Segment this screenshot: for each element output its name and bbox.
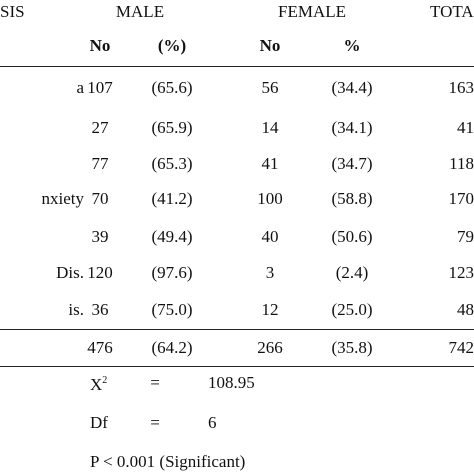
- cell: (34.4): [331, 78, 373, 97]
- row-label: nxiety: [41, 189, 85, 208]
- stat-line: P < 0.001 (Significant): [90, 452, 246, 471]
- cell: (50.6): [331, 227, 373, 246]
- cell: 100: [257, 189, 283, 208]
- cell: (2.4): [335, 263, 369, 282]
- cell: (35.8): [331, 338, 373, 357]
- subheader-cell: No: [259, 36, 281, 55]
- cell: (65.9): [151, 118, 193, 137]
- superscript: 2: [102, 375, 108, 387]
- rule: [0, 66, 474, 67]
- cell: (34.7): [331, 154, 373, 173]
- cell: (97.6): [151, 263, 193, 282]
- cell: 170: [448, 189, 474, 208]
- row-label: Dis.: [56, 263, 84, 282]
- subheader-cell: (%): [157, 36, 187, 55]
- cell: 79: [457, 227, 474, 246]
- row-label: is.: [68, 300, 84, 319]
- row-label: a: [76, 78, 84, 97]
- header-cell: TOTA: [430, 2, 474, 21]
- cell: (49.4): [151, 227, 193, 246]
- cell: (75.0): [151, 300, 193, 319]
- cell: 120: [87, 263, 113, 282]
- cell: 107: [87, 78, 113, 97]
- cell: 123: [448, 263, 474, 282]
- cell: (25.0): [331, 300, 373, 319]
- cell: 39: [91, 227, 109, 246]
- cell: (34.1): [331, 118, 373, 137]
- cell: (65.3): [151, 154, 193, 173]
- subheader-cell: %: [343, 36, 361, 55]
- stat-value: 6: [208, 413, 217, 432]
- cell: 41: [261, 154, 279, 173]
- cell: 476: [87, 338, 113, 357]
- header-cell: FEMALE: [278, 2, 346, 21]
- cell: 14: [261, 118, 279, 137]
- cell: 77: [91, 154, 109, 173]
- cell: 56: [261, 78, 279, 97]
- header-cell: MALE: [115, 2, 165, 21]
- cell: 70: [91, 189, 109, 208]
- stat-label: Df: [90, 413, 108, 432]
- cell: 40: [261, 227, 279, 246]
- cell: 12: [261, 300, 279, 319]
- cell: (64.2): [151, 338, 193, 357]
- rule: [0, 329, 474, 330]
- cell: 163: [448, 78, 474, 97]
- stat-equals: =: [150, 373, 160, 392]
- cell: 48: [457, 300, 474, 319]
- stat-label: X2: [90, 374, 108, 394]
- cell: (65.6): [151, 78, 193, 97]
- cell: 41: [457, 118, 474, 137]
- stat-value: 108.95: [208, 373, 255, 392]
- cell: (58.8): [331, 189, 373, 208]
- rule: [0, 366, 474, 367]
- cell: 266: [257, 338, 283, 357]
- cell: 742: [448, 338, 474, 357]
- cell: 3: [265, 263, 275, 282]
- header-cell: SIS: [0, 2, 25, 21]
- subheader-cell: No: [89, 36, 111, 55]
- cell: 36: [91, 300, 109, 319]
- cell: 27: [91, 118, 109, 137]
- stat-equals: =: [150, 413, 160, 432]
- cell: (41.2): [151, 189, 193, 208]
- cell: 118: [449, 154, 474, 173]
